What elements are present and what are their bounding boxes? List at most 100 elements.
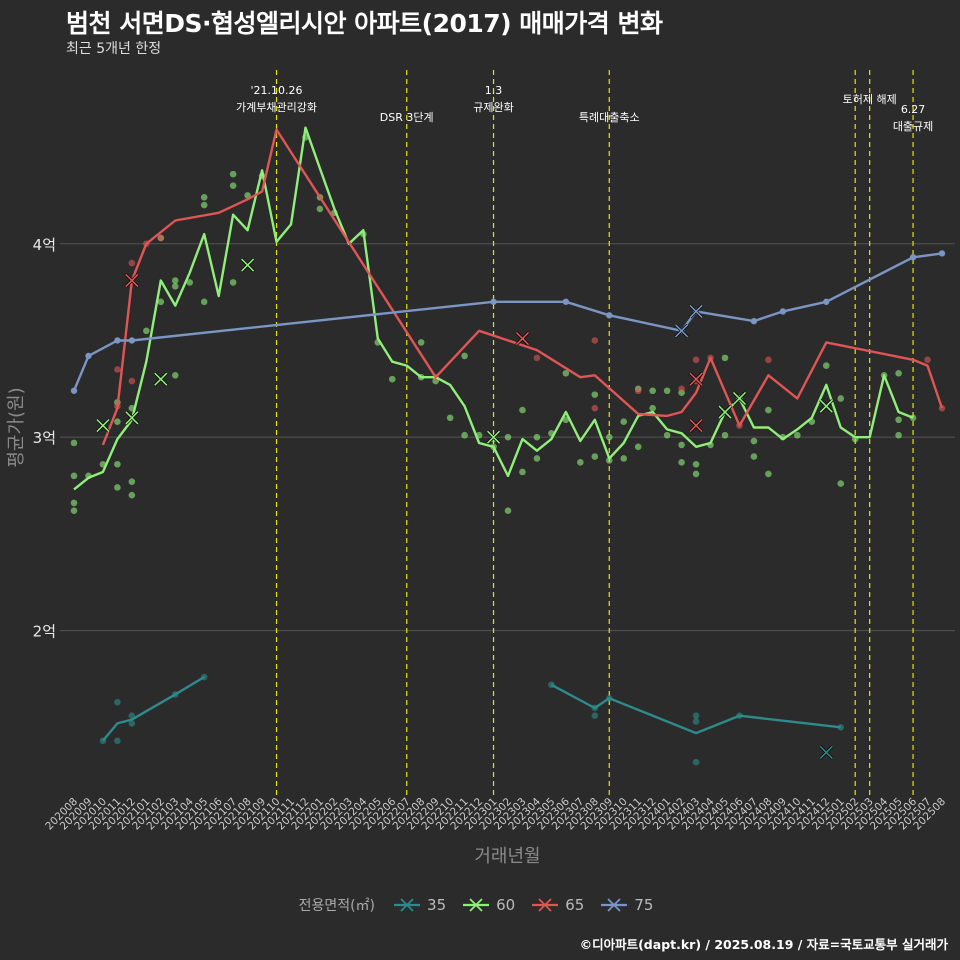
cross-stroke <box>515 331 530 346</box>
data-point-60 <box>171 371 179 379</box>
cross-marker-60 <box>732 391 747 406</box>
data-point-65 <box>765 356 772 364</box>
data-point-60 <box>721 354 729 362</box>
cross-marker-75 <box>689 304 704 319</box>
data-point-60 <box>765 470 772 478</box>
cross-marker-65 <box>515 331 530 346</box>
series-line-65 <box>101 128 944 446</box>
data-point-60 <box>765 406 772 414</box>
legend-swatch-icon <box>601 898 628 912</box>
cross-stroke <box>125 273 139 288</box>
data-point-60 <box>620 418 628 425</box>
cross-stroke <box>732 391 747 406</box>
legend-swatch-icon <box>394 898 421 912</box>
cross-stroke <box>819 745 833 760</box>
cross-stroke <box>154 372 168 386</box>
cross-marker-60 <box>153 372 168 387</box>
data-point-60 <box>229 182 237 190</box>
data-point-60 <box>577 459 584 466</box>
cross-marker-60 <box>819 399 834 414</box>
data-point-60 <box>70 439 78 447</box>
data-point-65 <box>533 354 541 362</box>
data-point-65 <box>128 377 136 385</box>
data-point-60 <box>605 457 613 464</box>
data-point-65 <box>591 404 599 412</box>
data-point-60 <box>143 327 150 335</box>
legend-item-35: 35 <box>393 896 446 914</box>
data-point-60 <box>200 201 208 209</box>
series-point-75 <box>606 312 613 319</box>
data-point-60 <box>70 507 78 514</box>
series-line-35 <box>101 675 205 742</box>
data-point-60 <box>171 277 179 284</box>
series-point-75 <box>779 308 786 315</box>
x-axis-title: 거래년월 <box>474 846 540 867</box>
data-point-60 <box>70 499 78 507</box>
data-point-60 <box>562 416 570 424</box>
data-point-60 <box>678 459 685 466</box>
series-point-75 <box>910 254 917 261</box>
data-point-35 <box>837 724 845 731</box>
data-point-60 <box>533 433 541 441</box>
data-point-60 <box>895 370 902 377</box>
event-label: 토허제 해제 <box>843 92 897 106</box>
cross-marker-60 <box>240 257 255 273</box>
data-point-65 <box>678 385 685 393</box>
cross-stroke <box>689 372 703 386</box>
data-point-60 <box>721 431 729 439</box>
data-point-35 <box>692 712 700 719</box>
data-point-60 <box>171 283 179 290</box>
cross-stroke <box>718 405 732 419</box>
cross-stroke <box>96 419 110 433</box>
cross-stroke <box>125 411 139 425</box>
legend-item-65: 65 <box>531 896 584 914</box>
cross-stroke <box>689 304 703 319</box>
data-point-65 <box>634 387 642 395</box>
data-point-60 <box>663 387 671 395</box>
cross-marker-60 <box>95 418 110 433</box>
legend-items: 35 60 65 75 <box>385 896 661 914</box>
data-point-60 <box>649 387 656 395</box>
data-point-60 <box>229 170 237 178</box>
data-point-60 <box>605 433 613 441</box>
cross-stroke <box>241 258 255 272</box>
data-point-60 <box>519 468 526 476</box>
data-point-60 <box>504 507 512 514</box>
data-point-60 <box>663 431 671 439</box>
series-point-75 <box>128 337 135 344</box>
data-point-60 <box>128 478 136 485</box>
data-point-60 <box>461 431 468 439</box>
legend-item-60: 60 <box>462 896 515 914</box>
data-point-60 <box>895 431 902 439</box>
legend-label: 65 <box>565 896 585 914</box>
data-point-60 <box>114 484 121 491</box>
data-point-60 <box>200 194 208 201</box>
data-point-60 <box>157 298 165 306</box>
legend-swatch-icon <box>463 898 490 912</box>
y-tick-label: 2억 <box>33 623 56 641</box>
legend-label: 60 <box>496 896 516 914</box>
data-point-60 <box>417 339 425 346</box>
cross-layer <box>95 257 834 760</box>
point-layer <box>70 134 946 766</box>
cross-stroke <box>675 324 689 338</box>
series-point-75 <box>114 337 121 344</box>
data-point-60 <box>533 455 541 462</box>
series-point-75 <box>750 318 757 325</box>
data-point-60 <box>750 453 758 460</box>
data-point-35 <box>128 720 136 727</box>
legend-label: 75 <box>634 896 654 914</box>
cross-marker-60 <box>486 430 501 445</box>
data-point-65 <box>114 366 121 373</box>
series-point-75 <box>939 250 945 257</box>
series-point-75 <box>71 387 77 394</box>
data-point-60 <box>186 279 194 286</box>
data-point-65 <box>128 259 136 267</box>
event-label: DSR 3단계 <box>380 111 434 124</box>
y-axis-title: 평균가(원) <box>6 387 27 467</box>
y-tick-label: 4억 <box>33 236 56 254</box>
event-label: 특례대출축소 <box>579 111 640 124</box>
data-point-60 <box>591 391 599 398</box>
data-point-60 <box>128 491 136 499</box>
data-point-60 <box>692 460 700 468</box>
